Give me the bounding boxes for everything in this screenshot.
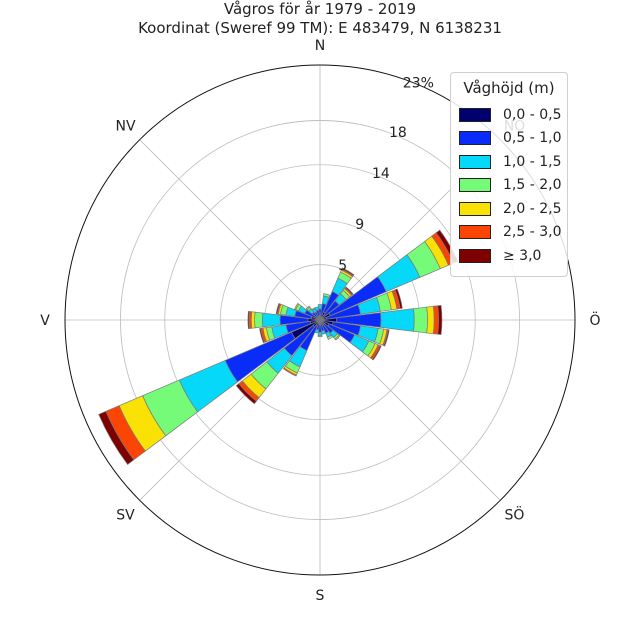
legend-swatch — [459, 131, 491, 146]
legend-item: 2,0 - 2,5 — [459, 197, 562, 221]
legend-item: 2,5 - 3,0 — [459, 221, 562, 245]
legend-label: 0,0 - 0,5 — [503, 106, 562, 123]
rose-bar-segment — [305, 305, 311, 311]
legend-label: 2,0 - 2,5 — [503, 200, 562, 217]
direction-label: N — [315, 38, 325, 54]
chart-title: Vågros för år 1979 - 2019 — [223, 0, 417, 18]
rose-bar-segment — [326, 334, 334, 340]
rose-bar-segment — [317, 335, 323, 337]
direction-label: SÖ — [505, 505, 525, 523]
direction-label: V — [40, 313, 50, 329]
legend-swatch — [459, 225, 491, 240]
rose-bar-segment — [235, 383, 257, 405]
radial-tick-label: 14 — [372, 166, 390, 182]
chart-subtitle: Koordinat (Sweref 99 TM): E 483479, N 61… — [138, 19, 502, 37]
direction-label: NV — [116, 119, 136, 135]
radial-tick-label: 5 — [338, 258, 347, 274]
rose-bar-segment — [314, 306, 319, 312]
rose-bar-segment — [254, 311, 264, 329]
rose-bar-segment — [380, 308, 415, 332]
legend-item: 0,5 - 1,0 — [459, 127, 562, 151]
legend-swatch — [459, 107, 491, 122]
rose-bar-segment — [344, 286, 354, 296]
rose-bar-segment — [371, 345, 382, 361]
outer-circle — [64, 64, 576, 576]
rose-bar-segment — [437, 304, 443, 336]
legend-label: 0,5 - 1,0 — [503, 130, 562, 147]
legend-label: 1,0 - 1,5 — [503, 153, 562, 170]
radial-tick-label: 23% — [403, 76, 434, 92]
rose-bar-segment — [334, 334, 341, 341]
rose-bar-segment — [294, 302, 300, 311]
rose-bar-segment — [394, 288, 403, 309]
legend-swatch — [459, 248, 491, 263]
rose-bar-segment — [317, 304, 323, 310]
rose-bar-segment — [413, 306, 428, 334]
rose-bar-segment — [432, 305, 439, 335]
direction-label: S — [316, 588, 325, 604]
legend-item: 1,0 - 1,5 — [459, 150, 562, 174]
rose-bar-segment — [341, 267, 355, 277]
legend: Våghöjd (m) 0,0 - 0,5 0,5 - 1,0 1,0 - 1,5 1… — [450, 72, 568, 277]
radial-tick-label: 18 — [389, 125, 407, 141]
legend-title: Våghöjd (m) — [463, 79, 555, 97]
legend-item: ≥ 3,0 — [459, 244, 559, 268]
legend-label: 1,5 - 2,0 — [503, 177, 562, 194]
legend-item: 0,0 - 0,5 — [459, 103, 562, 127]
grid-spoke — [139, 139, 321, 321]
grid-spoke — [319, 319, 501, 501]
legend-swatch — [459, 178, 491, 193]
legend-swatch — [459, 201, 491, 216]
legend-label: 2,5 - 3,0 — [503, 224, 562, 241]
legend-item: 1,5 - 2,0 — [459, 174, 562, 198]
radial-tick-label: 9 — [355, 217, 364, 233]
legend-swatch — [459, 154, 491, 169]
rose-bar-segment — [259, 328, 265, 344]
rose-bar-segment — [383, 329, 390, 347]
rose-bar-segment — [317, 331, 323, 336]
rose-bar-segment — [247, 310, 250, 330]
rose-bar-segment — [323, 293, 331, 298]
rose-bar-segment — [282, 367, 297, 377]
direction-label: SV — [116, 507, 135, 523]
direction-label: Ö — [589, 311, 600, 329]
rose-bar-segment — [98, 410, 135, 465]
rose-bar-segment — [426, 305, 435, 335]
legend-label: ≥ 3,0 — [503, 247, 542, 264]
rose-bar-segment — [275, 303, 281, 315]
rose-bar-segment — [261, 312, 281, 328]
